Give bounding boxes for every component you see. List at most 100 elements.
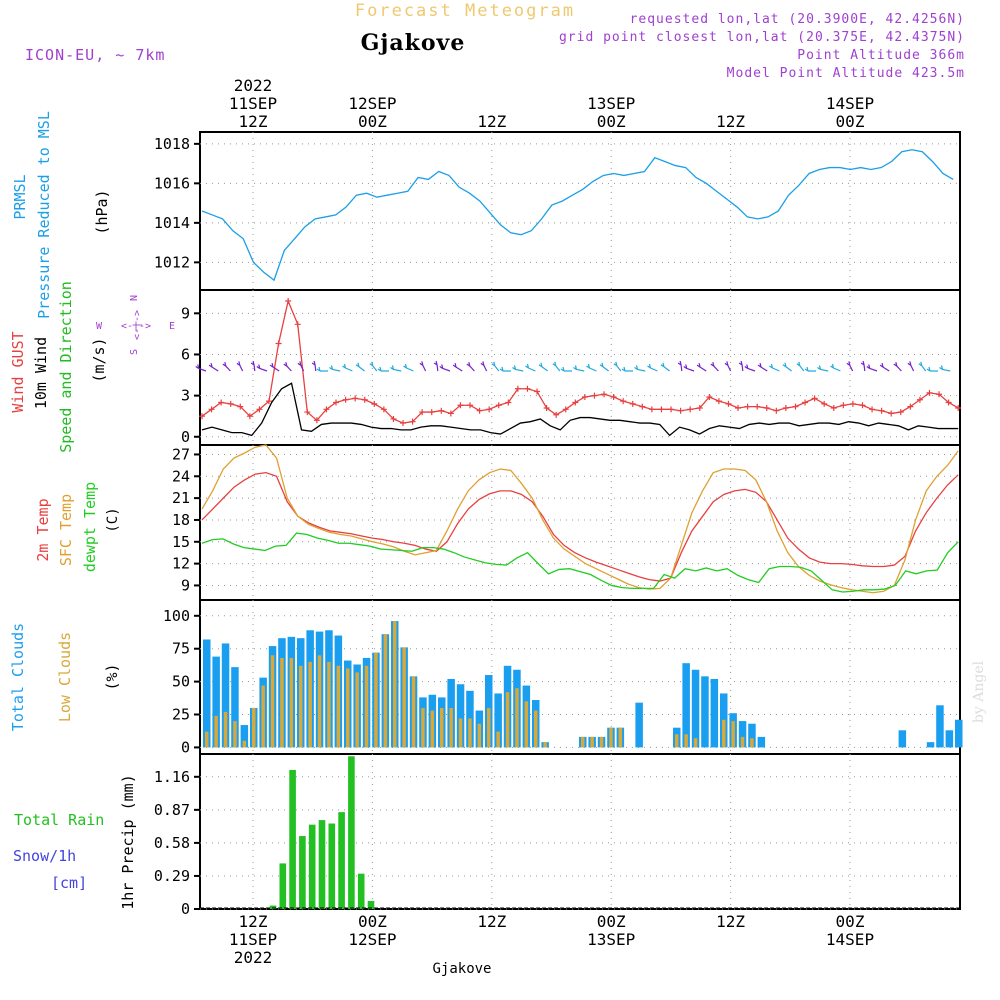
wind-arrow-icon bbox=[860, 360, 866, 372]
pressure-msl-label: Pressure Reduced to MSL bbox=[35, 111, 53, 319]
low-cloud-bar bbox=[740, 736, 745, 748]
rain-bar bbox=[348, 756, 355, 909]
gust-marker bbox=[687, 406, 694, 413]
gust-marker bbox=[266, 398, 273, 405]
bottom-time-label: 14SEP bbox=[826, 930, 874, 949]
total-cloud-bar bbox=[926, 742, 935, 748]
gust-marker bbox=[514, 385, 521, 392]
wind-arrow-icon bbox=[311, 360, 317, 372]
low-cloud-bar bbox=[346, 668, 350, 748]
rain-bar bbox=[269, 905, 277, 909]
wind-arrow-icon bbox=[738, 360, 744, 372]
top-time-label: 13SEP bbox=[587, 94, 635, 113]
gust-marker bbox=[572, 399, 579, 406]
wind-arrow-icon bbox=[390, 365, 402, 372]
wind-arrow-icon bbox=[939, 365, 951, 372]
compass-n: N bbox=[129, 295, 140, 301]
wind-arrow-icon bbox=[525, 363, 536, 372]
gust-marker bbox=[409, 418, 416, 425]
top-time-label: 00Z bbox=[836, 112, 865, 131]
dewpt-line bbox=[201, 532, 959, 593]
wind-arrow-icon bbox=[499, 366, 511, 372]
gust-marker bbox=[830, 404, 837, 411]
wind-arrow-icon bbox=[769, 363, 780, 372]
compass-arrow-vertical-icon: <-|-> bbox=[132, 310, 143, 340]
footer-location: Gjakove bbox=[432, 961, 491, 977]
gust-marker bbox=[811, 395, 818, 402]
wind-arrow-icon bbox=[744, 364, 756, 372]
panel-0 bbox=[199, 131, 961, 291]
gust-marker bbox=[715, 398, 722, 405]
wind-arrow-icon bbox=[683, 364, 695, 372]
low-cloud-bar bbox=[393, 621, 397, 748]
pressure-line bbox=[201, 149, 954, 282]
total-cloud-bar bbox=[691, 669, 700, 748]
low-cloud-bar bbox=[374, 652, 378, 748]
gust-marker bbox=[859, 402, 866, 409]
gust-marker bbox=[639, 403, 646, 410]
panel-2 bbox=[199, 444, 961, 601]
y-tick-label: 75 bbox=[172, 640, 190, 658]
wind-arrow-icon bbox=[599, 362, 609, 372]
top-time-label: 12Z bbox=[477, 112, 506, 131]
low-cloud-bar bbox=[693, 738, 698, 748]
wind-arrow-icon bbox=[647, 363, 658, 372]
rain-bar bbox=[367, 901, 375, 909]
gust-marker bbox=[199, 413, 205, 420]
wind-arrow-icon bbox=[297, 361, 305, 372]
wind-arrow-icon bbox=[195, 364, 207, 372]
rain-bar bbox=[328, 823, 336, 909]
low-cloud-bar bbox=[252, 707, 256, 748]
gust-marker bbox=[601, 391, 608, 398]
y-tick-label: 25 bbox=[172, 706, 190, 724]
gust-marker bbox=[313, 417, 320, 424]
wind-arrow-icon bbox=[660, 362, 670, 372]
wind-arrow-icon bbox=[466, 361, 475, 372]
y-tick-label: 9 bbox=[181, 304, 190, 322]
percent-unit-label: (%) bbox=[103, 663, 121, 690]
compass-rose: N S W E <-|-> <-|-> bbox=[96, 295, 175, 355]
gust-marker bbox=[754, 403, 761, 410]
wind-arrow-icon bbox=[724, 361, 732, 372]
temp-2m-label: 2m Temp bbox=[34, 498, 52, 561]
total-cloud-bar bbox=[456, 684, 465, 748]
gust-marker bbox=[677, 407, 684, 414]
gust-marker bbox=[629, 400, 636, 407]
compass-w: W bbox=[96, 321, 103, 332]
wind-direction-arrows bbox=[195, 360, 951, 372]
gust-marker bbox=[926, 389, 933, 396]
gust-marker bbox=[227, 400, 234, 407]
gust-label: Wind GUST bbox=[9, 331, 27, 412]
gust-marker bbox=[237, 403, 244, 410]
low-cloud-bar bbox=[242, 740, 247, 748]
gust-marker bbox=[620, 398, 627, 405]
gust-marker bbox=[361, 396, 368, 403]
total-cloud-bar bbox=[221, 643, 230, 748]
gust-marker bbox=[352, 395, 359, 402]
low-cloud-bar bbox=[430, 710, 435, 748]
compass-e: E bbox=[169, 321, 175, 332]
wind-arrow-icon bbox=[452, 362, 463, 372]
rain-bar bbox=[279, 863, 287, 909]
low-cloud-bar bbox=[675, 734, 679, 748]
snow-label: Snow/1h bbox=[13, 847, 76, 865]
wind-arrow-icon bbox=[433, 360, 439, 372]
gust-marker bbox=[735, 404, 742, 411]
wind-arrow-icon bbox=[866, 364, 878, 372]
wind-arrow-icon bbox=[757, 362, 768, 372]
gust-marker bbox=[744, 403, 751, 410]
y-tick-label: 1018 bbox=[154, 135, 190, 153]
gust-marker bbox=[869, 406, 876, 413]
wind-arrow-icon bbox=[256, 364, 268, 372]
low-cloud-bar bbox=[440, 707, 444, 748]
gust-marker bbox=[390, 415, 397, 422]
total-cloud-bar bbox=[955, 719, 963, 748]
low-cloud-bar bbox=[355, 672, 359, 748]
wind-arrow-icon bbox=[634, 365, 646, 372]
low-cloud-bar bbox=[327, 661, 331, 748]
prmsl-label: PRMSL bbox=[11, 174, 29, 219]
y-tick-label: 6 bbox=[181, 345, 190, 363]
total-cloud-bar bbox=[203, 639, 211, 748]
watermark: by Angel bbox=[971, 660, 987, 723]
